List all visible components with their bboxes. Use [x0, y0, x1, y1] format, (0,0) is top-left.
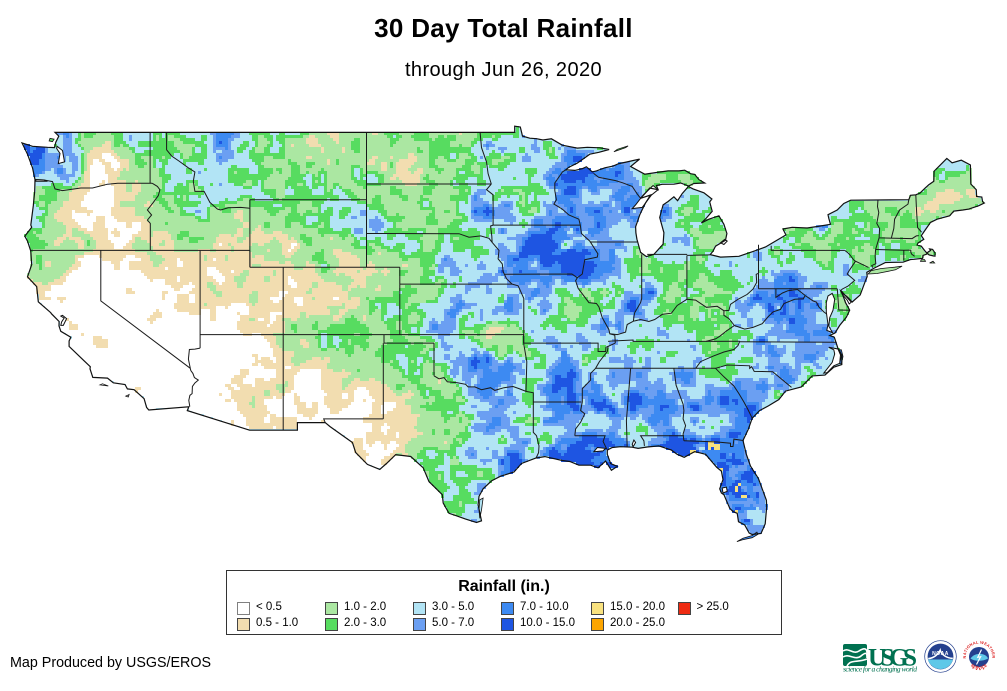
svg-text:SERVICE: SERVICE — [970, 662, 988, 670]
svg-text:NOAA: NOAA — [932, 651, 949, 657]
svg-text:USGS: USGS — [868, 645, 917, 672]
svg-text:science for a changing world: science for a changing world — [843, 665, 917, 674]
